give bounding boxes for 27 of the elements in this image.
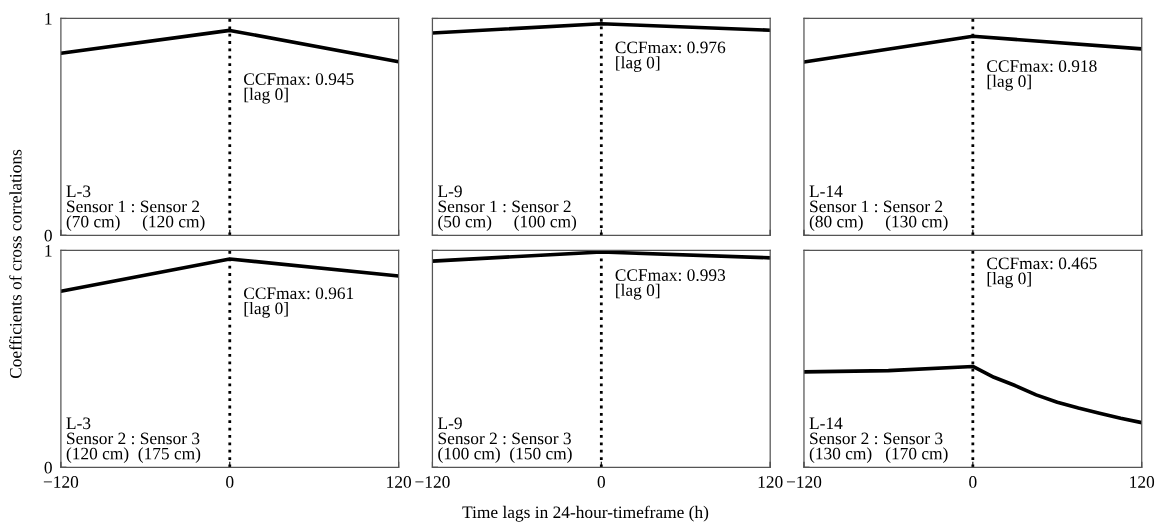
annotation: L-3 Sensor 1 : Sensor 2 (70 cm) (120 cm) xyxy=(66,185,205,231)
x-axis-title: Time lags in 24-hour-timeframe (h) xyxy=(462,505,709,522)
y-axis-title: Coefficients of cross correlations xyxy=(9,149,22,379)
x-tick-label: 0 xyxy=(597,476,605,488)
annotation: L-9 Sensor 1 : Sensor 2 (50 cm) (100 cm) xyxy=(437,185,577,231)
annotation: CCFmax: 0.465 [lag 0] xyxy=(987,257,1097,288)
annotation: CCFmax: 0.918 [lag 0] xyxy=(987,60,1097,91)
x-tick-label: 0 xyxy=(969,476,977,488)
annotation: CCFmax: 0.976 [lag 0] xyxy=(615,41,726,72)
annotation: CCFmax: 0.961 [lag 0] xyxy=(244,287,354,318)
y-tick-label: 0 xyxy=(44,461,52,474)
x-tick-label: 120 xyxy=(387,476,412,488)
annotation: CCFmax: 0.945 [lag 0] xyxy=(244,73,354,104)
x-tick-label: 0 xyxy=(226,476,234,488)
x-tick-label: −120 xyxy=(786,476,822,488)
annotation: L-14 Sensor 1 : Sensor 2 (80 cm) (130 cm) xyxy=(809,185,948,231)
x-tick-label: −120 xyxy=(43,476,79,488)
y-tick-label: 1 xyxy=(45,245,52,257)
annotation: L-9 Sensor 2 : Sensor 3 (100 cm) (150 cm) xyxy=(437,417,572,463)
annotation: L-3 Sensor 2 : Sensor 3 (120 cm) (175 cm) xyxy=(66,417,201,463)
x-tick-label: 120 xyxy=(758,476,783,488)
annotation: CCFmax: 0.993 [lag 0] xyxy=(615,269,726,300)
annotation: L-14 Sensor 2 : Sensor 3 (130 cm) (170 cm) xyxy=(809,417,948,463)
y-tick-label: 1 xyxy=(45,13,52,25)
x-tick-label: 120 xyxy=(1130,476,1155,488)
y-tick-label: 0 xyxy=(44,229,52,242)
x-tick-label: −120 xyxy=(415,476,450,488)
